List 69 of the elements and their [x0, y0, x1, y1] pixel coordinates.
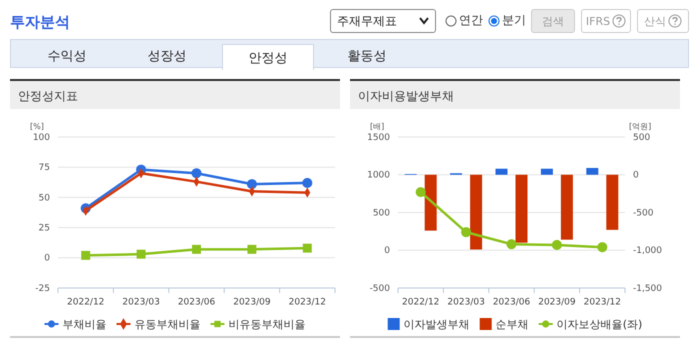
y-tick-label: 0 [44, 254, 50, 264]
legend-label: 이자보상배율(좌) [556, 318, 642, 331]
y-tick-label: 1500 [367, 132, 390, 143]
bar [516, 174, 528, 243]
y-tick-label: -500 [370, 284, 390, 294]
point [192, 244, 201, 254]
bar [470, 174, 482, 250]
text: 수익성 [46, 48, 88, 66]
legend-label: 비유동부채비율 [228, 318, 306, 331]
y-tick-label: 50 [38, 193, 50, 204]
point [461, 227, 472, 238]
chart-title: 이자비용발생부채 [358, 89, 454, 103]
text: 활동성 [346, 48, 388, 66]
bar [424, 174, 437, 231]
text: 성장성 [146, 48, 188, 66]
y-tick-label: 1000 [367, 170, 390, 181]
x-tick-label: 2023/06 [178, 297, 216, 308]
y2-axis-title: [억원] [629, 122, 652, 131]
y-tick-label: 0 [384, 246, 390, 256]
x-tick-label: 2023/03 [447, 297, 485, 308]
point [136, 250, 146, 259]
bar [496, 168, 508, 175]
x-tick-label: 2023/12 [288, 297, 326, 308]
point [552, 240, 562, 250]
text: IFRS [586, 14, 610, 28]
point [246, 179, 257, 190]
bar [560, 174, 573, 240]
y2-tick-label: 0 [633, 170, 639, 181]
y2-tick-label: -500 [633, 208, 654, 218]
y-tick-label: 100 [32, 132, 50, 143]
y-tick-label: 25 [38, 223, 50, 234]
text: 분기 [502, 12, 526, 29]
text: 검색 [542, 14, 564, 28]
bar [606, 174, 618, 230]
legend-label: 유동부채비율 [134, 318, 200, 331]
y2-tick-label: -1,000 [633, 246, 662, 256]
x-tick-label: 2023/09 [233, 297, 271, 308]
text: 안정성 [222, 44, 314, 70]
point [302, 178, 312, 188]
point [302, 244, 312, 253]
point [191, 168, 202, 178]
x-tick-label: 2023/03 [122, 297, 160, 308]
x-tick-label: 2022/12 [67, 297, 104, 308]
y-axis-title: [배] [370, 122, 384, 131]
y2-tick-label: 500 [633, 132, 650, 143]
x-tick-label: 2023/06 [492, 297, 530, 308]
point [597, 242, 608, 252]
y-tick-label: -25 [35, 284, 50, 294]
x-tick-label: 2023/09 [538, 297, 576, 308]
x-tick-label: 2022/12 [402, 297, 440, 308]
legend-label: 순부채 [496, 318, 529, 331]
point [247, 244, 256, 254]
bar [586, 168, 598, 175]
y2-tick-label: -1,500 [633, 284, 662, 294]
y-tick-label: 75 [38, 163, 50, 174]
y-axis-title: [%] [30, 122, 44, 131]
text: 주재무제표 [337, 12, 397, 30]
legend-label: 부채비율 [62, 318, 106, 331]
y-tick-label: 500 [372, 208, 390, 218]
point [416, 187, 426, 198]
point [81, 250, 90, 260]
text: 투자분석 [10, 13, 70, 32]
legend-label: 이자발생부채 [404, 318, 470, 331]
point [506, 239, 517, 250]
text: 연간 [459, 12, 483, 29]
text: 산식 [644, 14, 666, 28]
bar [540, 168, 553, 175]
x-tick-label: 2023/12 [584, 297, 621, 308]
chart-title: 안정성지표 [18, 89, 78, 103]
